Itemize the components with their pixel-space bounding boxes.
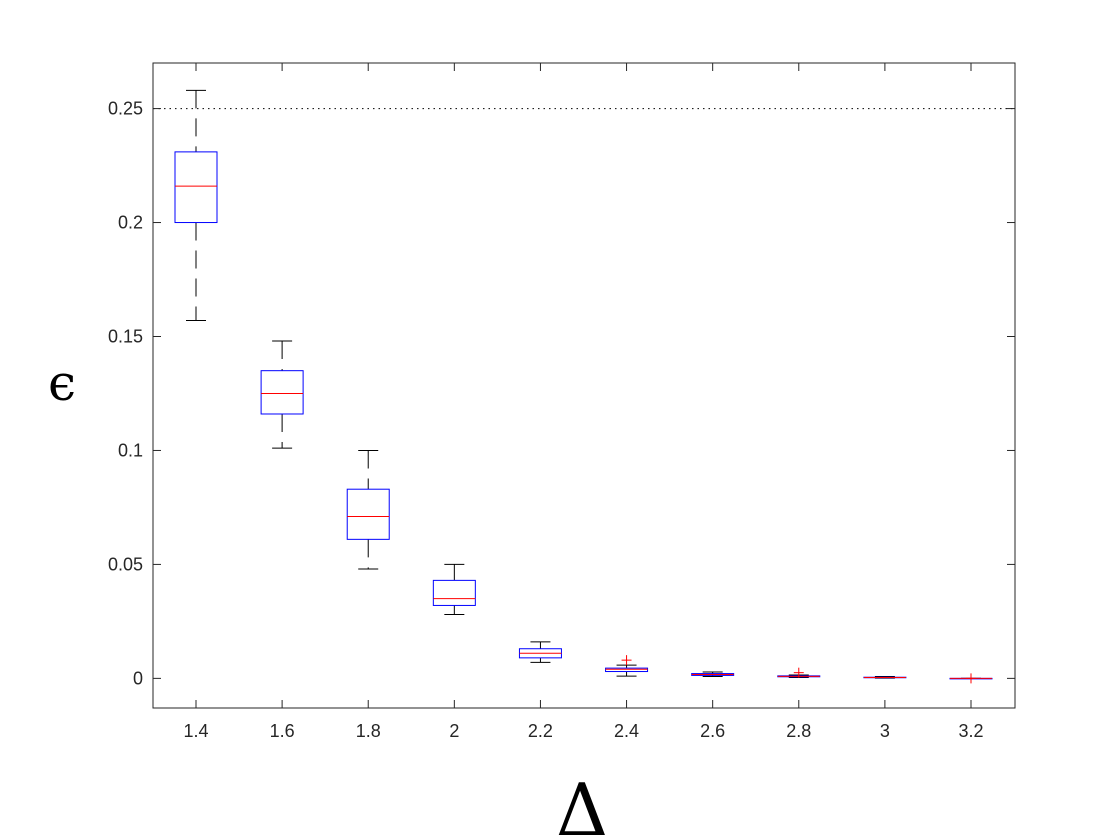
y-tick-label: 0: [133, 668, 143, 688]
x-tick-label: 2: [449, 721, 459, 741]
box-iqr: [260, 370, 304, 415]
y-tick-label: 0.2: [118, 213, 143, 233]
x-tick-label: 1.4: [183, 721, 208, 741]
y-tick-label: 0.1: [118, 440, 143, 460]
axes-frame: [152, 62, 1016, 709]
x-tick-label: 3: [880, 721, 890, 741]
box-2: [432, 563, 476, 616]
x-tick-label: 1.6: [270, 721, 295, 741]
box-1.6: [260, 340, 304, 449]
x-tick-label: 2.4: [614, 721, 639, 741]
outlier-point: [793, 667, 804, 678]
box-2.8: [777, 667, 821, 678]
y-tick-label: 0.25: [108, 99, 143, 119]
box-3: [863, 676, 907, 679]
box-3.2: [949, 673, 993, 684]
outlier-point: [621, 655, 632, 666]
x-axis-label: Δ: [556, 768, 608, 840]
y-tick-label: 0.15: [108, 326, 143, 346]
box-iqr: [605, 667, 649, 673]
box-1.8: [346, 449, 390, 570]
x-tick-label: 3.2: [958, 721, 983, 741]
plot-area: [153, 89, 1015, 684]
box-iqr: [346, 488, 390, 540]
x-tick-label: 2.6: [700, 721, 725, 741]
box-iqr: [432, 579, 476, 606]
y-axis: 0 0.05 0.1 0.15 0.2 0.25: [108, 99, 1015, 688]
box-1.4: [174, 89, 218, 322]
x-tick-label: 2.8: [786, 721, 811, 741]
x-axis: 1.4 1.6 1.8 2 2.2 2.4 2.6 2.8 3 3.2: [183, 63, 984, 741]
y-axis-label: ϵ: [48, 354, 76, 412]
box-2.2: [518, 641, 562, 663]
x-tick-label: 1.8: [356, 721, 381, 741]
box-iqr: [174, 151, 218, 224]
box-2.6: [691, 671, 735, 678]
box-2.4: [605, 655, 649, 677]
outlier-point: [966, 673, 976, 684]
y-tick-label: 0.05: [108, 554, 143, 574]
x-tick-label: 2.2: [528, 721, 553, 741]
